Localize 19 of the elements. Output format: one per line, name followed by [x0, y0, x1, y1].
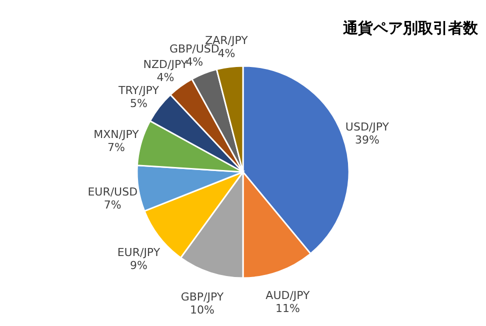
data-label: 4% — [218, 47, 236, 60]
slice-label: MXN/JPY — [94, 128, 140, 142]
chart-title: 通貨ペア別取引者数 — [342, 19, 479, 37]
slice-label: NZD/JPY — [143, 58, 188, 72]
data-label: 9% — [130, 258, 148, 272]
slice-label: GBP/JPY — [180, 290, 224, 304]
data-label: 39% — [354, 133, 380, 146]
data-label: 10% — [190, 304, 214, 317]
slice-label: USD/JPY — [345, 120, 390, 134]
data-label: 5% — [130, 97, 148, 110]
data-label: 7% — [104, 198, 122, 212]
data-label: 7% — [108, 141, 125, 154]
slice-label: TRY/JPY — [117, 84, 160, 98]
slice-label: AUD/JPY — [266, 289, 310, 302]
slice-label: EUR/JPY — [117, 246, 160, 259]
slice-label: EUR/USD — [88, 186, 138, 199]
data-label: 11% — [275, 302, 300, 316]
data-label: 4% — [186, 55, 204, 68]
data-label: 4% — [156, 71, 174, 84]
